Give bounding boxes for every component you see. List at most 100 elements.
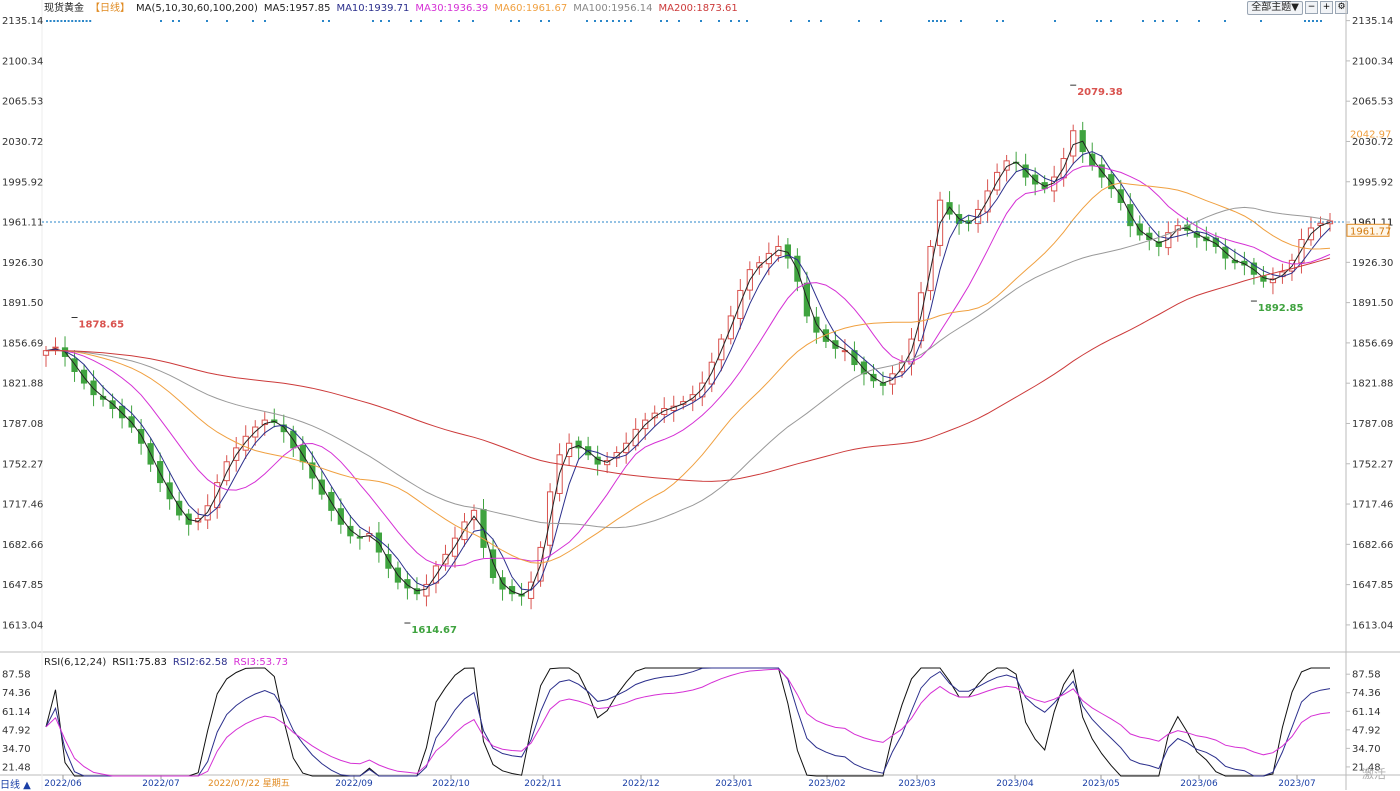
price-left-tick-label: 1856.69 <box>2 338 43 349</box>
event-marker-icon <box>1198 20 1200 22</box>
event-marker-icon <box>380 20 382 22</box>
candle-body <box>90 380 97 396</box>
event-marker-icon <box>738 20 740 22</box>
price-tick-label: 1891.50 <box>1352 298 1393 309</box>
candle-body <box>1032 174 1039 185</box>
event-marker-icon <box>53 20 56 22</box>
date-tick-label: 2022/07 <box>142 779 179 789</box>
date-tick-label: 2023/04 <box>996 779 1034 789</box>
candle-body <box>1250 262 1258 275</box>
price-tick-label: 1752.27 <box>1352 459 1393 470</box>
event-marker-icon <box>71 20 74 22</box>
event-marker-icon <box>172 20 174 22</box>
candle-body <box>1260 275 1267 282</box>
event-marker-icon <box>630 20 632 22</box>
event-marker-icon <box>1316 20 1318 22</box>
ma200-line <box>46 257 1331 482</box>
price-tick-label: 1613.04 <box>1352 620 1393 631</box>
candle-body <box>204 505 211 521</box>
rsi1-value: RSI1:75.83 <box>112 657 167 668</box>
date-tick-label: 2022/12 <box>622 779 659 789</box>
candle-body <box>195 517 202 523</box>
price-left-tick-label: 1961.11 <box>2 218 43 229</box>
event-marker-icon <box>996 20 998 22</box>
price-left-tick-label: 1926.30 <box>2 258 43 269</box>
event-marker-icon <box>666 20 668 22</box>
candle-body <box>661 408 668 415</box>
period-label: 【日线】 <box>90 3 130 14</box>
event-marker-icon <box>936 20 938 22</box>
rsi3-value: RSI3:53.73 <box>233 657 289 668</box>
settings-icon[interactable]: ⚙ <box>1335 1 1348 14</box>
event-marker-icon <box>458 20 460 22</box>
candle-body <box>1269 278 1277 284</box>
event-marker-icon <box>746 20 748 22</box>
candle-body <box>52 346 59 349</box>
price-left-tick-label: 2100.34 <box>2 56 43 67</box>
event-marker-icon <box>586 20 588 22</box>
event-marker-icon <box>226 20 228 22</box>
ma10-line <box>45 151 1331 591</box>
period-selector[interactable]: 日线 ▲ <box>0 780 31 791</box>
price-tick-label: 1682.66 <box>1352 540 1393 551</box>
price-left-tick-label: 2030.72 <box>2 137 43 148</box>
event-marker-icon <box>372 20 374 22</box>
date-tick-label: 2023/07 <box>1278 779 1315 789</box>
ma30-value: MA30:1936.39 <box>415 3 489 14</box>
ma100-value: MA100:1956.14 <box>573 3 653 14</box>
price-tick-label: 2065.53 <box>1352 97 1393 108</box>
price-tick-label: 1717.46 <box>1352 500 1393 511</box>
ma5-line <box>45 140 1331 596</box>
event-marker-icon <box>82 20 84 22</box>
event-marker-icon <box>322 20 324 22</box>
ma5-value: MA5:1957.85 <box>263 3 331 14</box>
event-marker-icon <box>1224 20 1226 22</box>
event-marker-icon <box>960 20 962 22</box>
event-marker-icon <box>1100 20 1102 22</box>
event-marker-icon <box>1312 20 1314 22</box>
event-marker-icon <box>594 20 596 22</box>
event-marker-icon <box>472 20 474 22</box>
candle-body <box>1155 241 1162 247</box>
event-marker-icon <box>56 20 59 22</box>
rsi3-line <box>45 668 1331 777</box>
rsi-tick-label: 87.58 <box>1352 670 1381 681</box>
price-left-tick-label: 1891.50 <box>2 298 43 309</box>
event-marker-icon <box>940 20 942 22</box>
event-marker-icon <box>1142 20 1144 22</box>
rsi-tick-label: 21.48 <box>1352 762 1381 773</box>
price-tick-label: 1995.92 <box>1352 177 1393 188</box>
event-marker-icon <box>1110 20 1112 22</box>
event-marker-icon <box>46 20 48 22</box>
event-marker-icon <box>160 20 162 22</box>
watermark-text: 激活 <box>1361 767 1386 781</box>
date-tick-label: 2022/11 <box>524 779 561 789</box>
candle-body <box>1108 174 1115 190</box>
event-marker-icon <box>932 20 934 22</box>
rsi-tick-label: 47.92 <box>1352 725 1381 736</box>
price-tick-label: 1787.08 <box>1352 419 1393 430</box>
event-marker-icon <box>790 20 792 22</box>
zoom-in-icon[interactable]: + <box>1320 1 1333 14</box>
date-tick-label: 2023/05 <box>1082 779 1119 789</box>
event-marker-icon <box>1002 20 1004 22</box>
event-marker-icon <box>518 20 520 22</box>
candle-body <box>442 553 449 565</box>
ma10-value: MA10:1939.71 <box>336 3 410 14</box>
candle-body <box>109 400 116 410</box>
price-left-tick-label: 1752.27 <box>2 459 43 470</box>
event-marker-icon <box>1154 20 1156 22</box>
rsi2-line <box>45 667 1331 777</box>
event-marker-icon <box>60 20 63 22</box>
theme-button[interactable]: 全部主题▼ <box>1247 1 1303 15</box>
price-left-tick-label: 2135.14 <box>2 16 43 27</box>
price-left-tick-label: 2065.53 <box>2 97 43 108</box>
price-tick-label: 2030.72 <box>1352 137 1393 148</box>
ma200-value: MA200:1873.61 <box>658 3 738 14</box>
extreme-label: 2079.38 <box>1077 87 1123 98</box>
event-marker-icon <box>820 20 822 22</box>
zoom-out-icon[interactable]: − <box>1305 1 1318 14</box>
price-tick-label: 1821.88 <box>1352 379 1393 390</box>
candle-body <box>137 428 145 444</box>
